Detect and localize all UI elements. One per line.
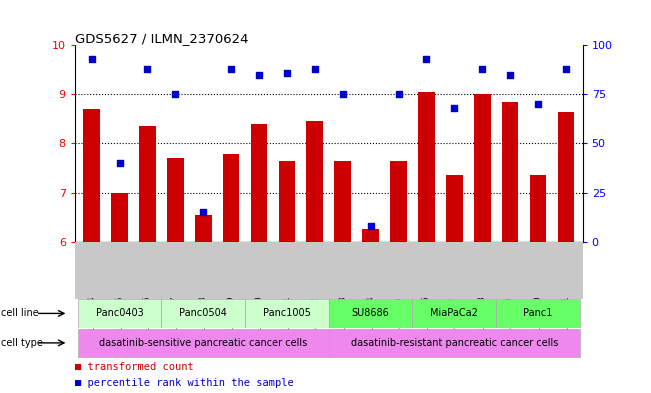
Point <box>337 91 348 97</box>
Point <box>142 66 152 72</box>
Text: cell type: cell type <box>1 338 43 348</box>
Bar <box>335 161 351 242</box>
Point <box>198 209 208 215</box>
Point <box>310 66 320 72</box>
Point <box>87 56 97 62</box>
Bar <box>390 161 407 242</box>
Bar <box>329 299 413 328</box>
Point <box>421 56 432 62</box>
Text: cell line: cell line <box>1 309 39 318</box>
Point <box>254 72 264 78</box>
Bar <box>530 175 546 242</box>
Bar <box>502 102 518 242</box>
Point <box>561 66 571 72</box>
Bar <box>307 121 323 242</box>
Bar <box>251 124 268 242</box>
Bar <box>329 329 580 357</box>
Bar <box>418 92 435 242</box>
Point <box>282 70 292 76</box>
Bar <box>77 329 329 357</box>
Bar <box>83 109 100 242</box>
Text: dasatinib-resistant pancreatic cancer cells: dasatinib-resistant pancreatic cancer ce… <box>351 338 558 348</box>
Point <box>170 91 180 97</box>
Point <box>226 66 236 72</box>
Point <box>449 105 460 111</box>
Text: ■ percentile rank within the sample: ■ percentile rank within the sample <box>75 378 294 388</box>
Bar <box>496 299 580 328</box>
Bar <box>111 193 128 242</box>
Bar <box>161 299 245 328</box>
Text: Panc1: Panc1 <box>523 309 553 318</box>
Text: Panc0504: Panc0504 <box>179 309 227 318</box>
Bar <box>139 126 156 242</box>
Bar <box>413 299 496 328</box>
Bar <box>362 230 379 242</box>
Bar <box>77 299 161 328</box>
Text: GDS5627 / ILMN_2370624: GDS5627 / ILMN_2370624 <box>75 32 249 45</box>
Text: ■ transformed count: ■ transformed count <box>75 362 193 371</box>
Text: MiaPaCa2: MiaPaCa2 <box>430 309 478 318</box>
Bar <box>223 154 240 242</box>
Point <box>505 72 516 78</box>
Text: SU8686: SU8686 <box>352 309 389 318</box>
Text: Panc0403: Panc0403 <box>96 309 143 318</box>
Bar <box>167 158 184 242</box>
Text: dasatinib-sensitive pancreatic cancer cells: dasatinib-sensitive pancreatic cancer ce… <box>99 338 307 348</box>
Bar <box>474 94 491 242</box>
Bar <box>446 175 463 242</box>
Bar <box>557 112 574 242</box>
Point <box>393 91 404 97</box>
Bar <box>279 161 296 242</box>
Point <box>365 223 376 229</box>
Text: Panc1005: Panc1005 <box>263 309 311 318</box>
Point <box>477 66 488 72</box>
Point <box>115 160 125 166</box>
Bar <box>245 299 329 328</box>
Point <box>533 101 543 107</box>
Bar <box>195 215 212 242</box>
